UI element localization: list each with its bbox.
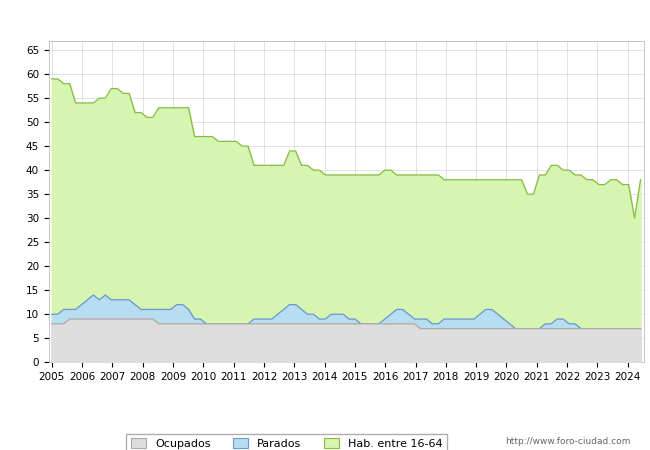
Text: http://www.foro-ciudad.com: http://www.foro-ciudad.com <box>505 436 630 446</box>
Text: Arauzo de Torre - Evolucion de la poblacion en edad de Trabajar Mayo de 2024: Arauzo de Torre - Evolucion de la poblac… <box>74 12 576 25</box>
Legend: Ocupados, Parados, Hab. entre 16-64: Ocupados, Parados, Hab. entre 16-64 <box>126 434 447 450</box>
